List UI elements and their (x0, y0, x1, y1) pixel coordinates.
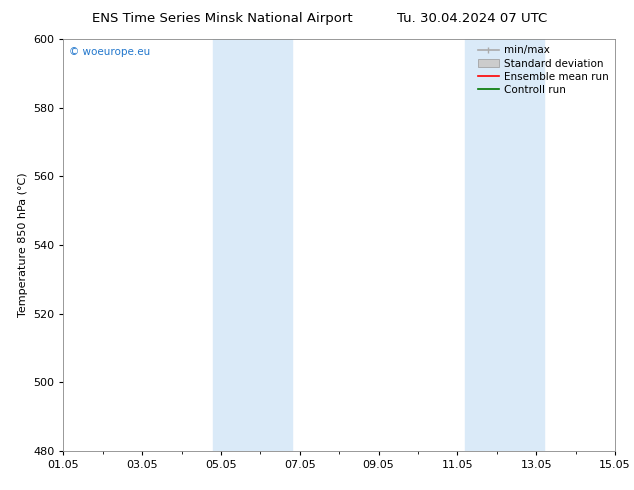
Text: © woeurope.eu: © woeurope.eu (69, 48, 150, 57)
Text: Tu. 30.04.2024 07 UTC: Tu. 30.04.2024 07 UTC (398, 12, 547, 25)
Text: ENS Time Series Minsk National Airport: ENS Time Series Minsk National Airport (91, 12, 353, 25)
Bar (465, 39, 544, 451)
Y-axis label: Temperature 850 hPa (°C): Temperature 850 hPa (°C) (18, 172, 27, 318)
Bar (213, 39, 292, 451)
Legend: min/max, Standard deviation, Ensemble mean run, Controll run: min/max, Standard deviation, Ensemble me… (474, 41, 613, 99)
